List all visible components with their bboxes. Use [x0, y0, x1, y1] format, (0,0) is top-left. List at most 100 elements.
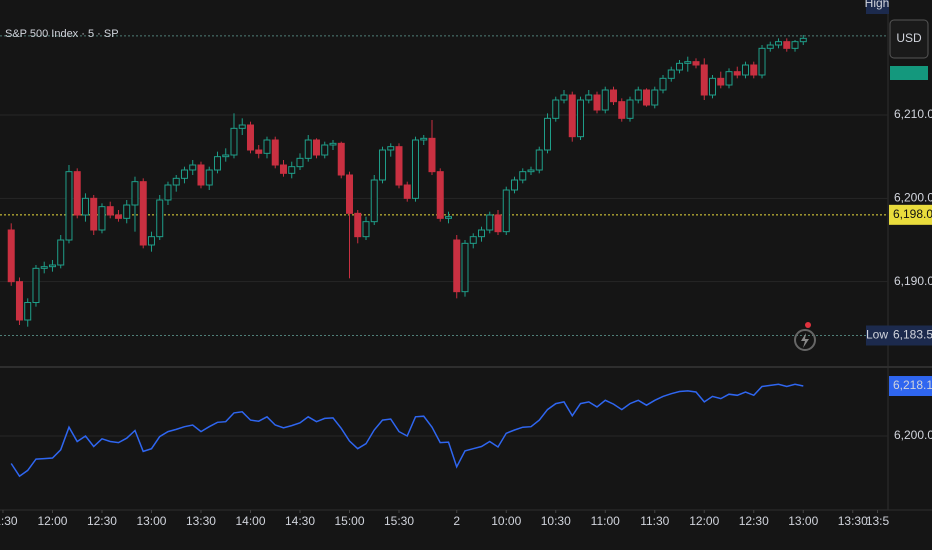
candle-body: [189, 164, 197, 171]
candle-body: [742, 64, 750, 76]
candle-body: [279, 164, 287, 174]
candle-body: [40, 266, 48, 269]
x-tick-label: 12:00: [37, 514, 67, 528]
line-tag-box: [866, 0, 889, 14]
candle-body: [610, 89, 618, 103]
candle-body: [180, 169, 188, 179]
candle-body: [329, 142, 337, 146]
candle-body: [659, 77, 667, 91]
candle-body: [684, 61, 692, 64]
price-label-box: [889, 204, 932, 225]
candle-body: [197, 164, 205, 186]
x-tick-label: 14:00: [235, 514, 265, 528]
candle-body: [98, 206, 106, 231]
candle-body: [585, 94, 593, 101]
candle-body: [477, 229, 485, 238]
x-tick-label: 11:30: [0, 514, 18, 528]
x-tick-label: 12:30: [87, 514, 117, 528]
candle-body: [354, 212, 362, 238]
x-tick-label: 15:00: [334, 514, 364, 528]
candle-body: [90, 197, 98, 231]
candle-body: [304, 139, 312, 159]
candle-body: [651, 89, 659, 106]
series-line: [10, 383, 804, 478]
candle-body: [222, 154, 230, 158]
candle-body: [626, 99, 634, 119]
candle-body: [486, 214, 494, 231]
x-tick-label: 12:30: [739, 514, 769, 528]
candle-body: [246, 124, 254, 151]
overlay: S&P 500 Index · 5 · SP USD: [5, 19, 929, 351]
candle-body: [378, 149, 386, 181]
candle-body: [114, 214, 122, 219]
candle-body: [766, 44, 774, 49]
line-tag: High: [865, 0, 890, 10]
alert-bolt: [801, 333, 809, 348]
candle-body: [255, 149, 263, 154]
candle-body: [123, 204, 131, 219]
x-tick-label: 15:30: [384, 514, 414, 528]
candle-body: [387, 146, 395, 151]
candle-body: [172, 177, 180, 186]
candle-body: [271, 139, 279, 166]
candle-body: [758, 47, 766, 76]
line-tag: Low: [866, 328, 888, 342]
alert-icon[interactable]: [794, 329, 816, 351]
candle-body: [667, 69, 675, 79]
candle-body: [791, 41, 799, 49]
candle-body: [676, 62, 684, 71]
y-tick-label: 6,190.00: [894, 274, 932, 288]
x-tick-label: 10:00: [491, 514, 521, 528]
last-value-box: [889, 376, 932, 397]
candle-body: [692, 61, 700, 66]
currency-button[interactable]: [889, 19, 929, 59]
candle-body: [544, 117, 552, 151]
candle-body: [57, 239, 65, 266]
candle-body: [403, 184, 411, 199]
candle-body: [444, 216, 452, 219]
currency[interactable]: USD: [896, 31, 922, 45]
candle-body: [511, 179, 519, 191]
panes: 6,190.00 6,200.00 6,210.00 6,200.00 11:30 12:…: [0, 0, 932, 528]
candle-body: [519, 171, 527, 181]
candle-body: [337, 142, 345, 176]
candle-body: [205, 169, 213, 186]
candle-body: [577, 99, 585, 138]
candle-body: [527, 169, 535, 173]
x-tick-label: 11:30: [640, 514, 669, 528]
x-tick-label: 10:30: [541, 514, 571, 528]
candle-body: [321, 144, 329, 156]
candle-body: [436, 171, 444, 219]
candle-body: [296, 157, 304, 168]
candle-body: [411, 139, 419, 199]
candle-body: [420, 137, 428, 141]
candle-body: [73, 171, 81, 216]
candle-body: [15, 281, 23, 321]
candle-body: [312, 139, 320, 156]
x-tick-label: 14:30: [285, 514, 315, 528]
candle-body: [131, 181, 139, 206]
x-tick-label: 11:00: [591, 514, 620, 528]
alert-dot: [805, 322, 811, 328]
candle-body: [453, 239, 461, 293]
candle-body: [428, 137, 436, 173]
price-label: 6,183.54: [893, 328, 932, 342]
candle-body: [535, 149, 543, 171]
candle-body: [230, 127, 238, 156]
x-tick-label: 12:00: [689, 514, 719, 528]
symbol-legend[interactable]: S&P 500 Index · 5 · SP: [5, 28, 119, 40]
candle-body: [733, 71, 741, 76]
line-tag-box: [866, 325, 889, 346]
y-tick-label: 6,210.00: [894, 107, 932, 121]
candle-body: [750, 64, 758, 76]
candle-body: [725, 71, 733, 86]
candle-body: [156, 199, 164, 238]
candle-body: [24, 302, 32, 321]
candle-body: [552, 99, 560, 119]
x-tick-label: 13:00: [136, 514, 166, 528]
candle-body: [213, 156, 221, 171]
candle-body: [643, 89, 651, 106]
candle-body: [560, 94, 568, 101]
candle-body: [65, 171, 73, 241]
